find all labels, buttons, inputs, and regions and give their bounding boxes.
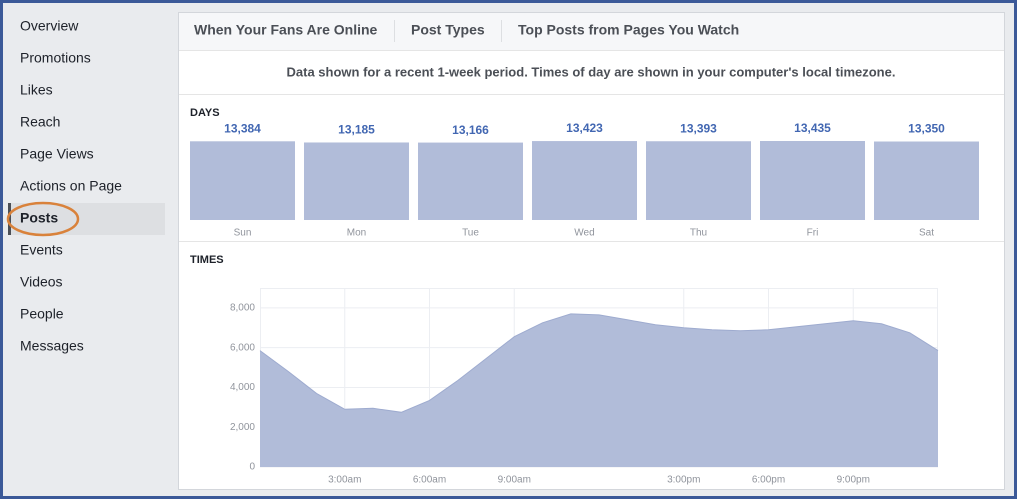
- tab[interactable]: Post Types: [411, 22, 485, 38]
- y-tick-label: 0: [249, 462, 255, 473]
- x-tick-label: 6:00pm: [752, 475, 785, 486]
- sidebar-item[interactable]: Posts: [20, 210, 58, 226]
- sidebar-item[interactable]: Events: [20, 242, 63, 258]
- sidebar-item[interactable]: Messages: [20, 338, 84, 354]
- bar: [646, 141, 751, 220]
- y-tick-label: 8,000: [230, 303, 255, 314]
- x-tick-label: 3:00am: [328, 475, 361, 486]
- x-tick-label: 9:00pm: [837, 475, 870, 486]
- day-label: Fri: [807, 228, 819, 239]
- bar: [418, 142, 523, 220]
- bar: [874, 141, 979, 220]
- sidebar-item[interactable]: Overview: [20, 18, 79, 34]
- y-tick-label: 4,000: [230, 382, 255, 393]
- sidebar-item[interactable]: Reach: [20, 114, 60, 130]
- value-label: 13,423: [566, 121, 603, 135]
- value-label: 13,435: [794, 121, 831, 135]
- tab[interactable]: When Your Fans Are Online: [194, 22, 378, 38]
- bar: [304, 142, 409, 220]
- sidebar-item[interactable]: People: [20, 306, 64, 322]
- day-label: Sat: [919, 228, 934, 239]
- day-label: Sun: [234, 228, 252, 239]
- day-label: Wed: [574, 228, 594, 239]
- sidebar-item[interactable]: Promotions: [20, 50, 91, 66]
- sidebar-item[interactable]: Actions on Page: [20, 178, 122, 194]
- section-title: DAYS: [190, 107, 220, 119]
- value-label: 13,393: [680, 121, 717, 135]
- sidebar-item[interactable]: Likes: [20, 82, 53, 98]
- value-label: 13,384: [224, 121, 261, 135]
- tab[interactable]: Top Posts from Pages You Watch: [518, 22, 739, 38]
- y-tick-label: 6,000: [230, 342, 255, 353]
- day-label: Mon: [347, 228, 366, 239]
- selected-bg: [8, 203, 165, 235]
- sidebar-item[interactable]: Page Views: [20, 146, 94, 162]
- area-fill: [260, 313, 938, 467]
- value-label: 13,166: [452, 123, 489, 137]
- bar: [760, 141, 865, 220]
- selected-bar: [8, 203, 11, 235]
- area-line: [259, 313, 939, 413]
- section-title: TIMES: [190, 254, 224, 266]
- bar: [190, 141, 295, 220]
- y-tick-label: 2,000: [230, 422, 255, 433]
- value-label: 13,350: [908, 122, 945, 136]
- x-tick-label: 3:00pm: [667, 475, 700, 486]
- day-label: Thu: [690, 228, 707, 239]
- sidebar-item[interactable]: Videos: [20, 274, 63, 290]
- value-label: 13,185: [338, 123, 375, 137]
- x-tick-label: 6:00am: [413, 475, 446, 486]
- highlight-circle: [6, 201, 80, 237]
- x-tick-label: 9:00am: [498, 475, 531, 486]
- tab-bar: [179, 13, 1004, 50]
- day-label: Tue: [462, 228, 479, 239]
- bar: [532, 141, 637, 220]
- note: Data shown for a recent 1-week period. T…: [287, 64, 896, 79]
